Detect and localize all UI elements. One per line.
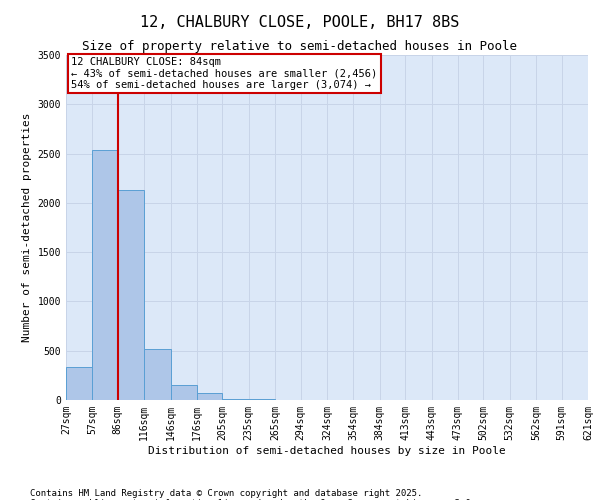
Text: Contains public sector information licensed under the Open Government Licence v3: Contains public sector information licen…	[30, 498, 476, 500]
Text: Contains HM Land Registry data © Crown copyright and database right 2025.: Contains HM Land Registry data © Crown c…	[30, 488, 422, 498]
Text: Size of property relative to semi-detached houses in Poole: Size of property relative to semi-detach…	[83, 40, 517, 53]
Text: 12 CHALBURY CLOSE: 84sqm
← 43% of semi-detached houses are smaller (2,456)
54% o: 12 CHALBURY CLOSE: 84sqm ← 43% of semi-d…	[71, 56, 377, 90]
Bar	[144, 348, 170, 400]
Bar	[197, 392, 223, 400]
Bar	[66, 368, 92, 400]
Bar	[223, 398, 249, 400]
Text: 12, CHALBURY CLOSE, POOLE, BH17 8BS: 12, CHALBURY CLOSE, POOLE, BH17 8BS	[140, 15, 460, 30]
X-axis label: Distribution of semi-detached houses by size in Poole: Distribution of semi-detached houses by …	[148, 446, 506, 456]
Bar	[170, 385, 197, 400]
Bar	[92, 150, 118, 400]
Y-axis label: Number of semi-detached properties: Number of semi-detached properties	[22, 113, 32, 342]
Bar	[118, 190, 144, 400]
Bar	[249, 399, 275, 400]
